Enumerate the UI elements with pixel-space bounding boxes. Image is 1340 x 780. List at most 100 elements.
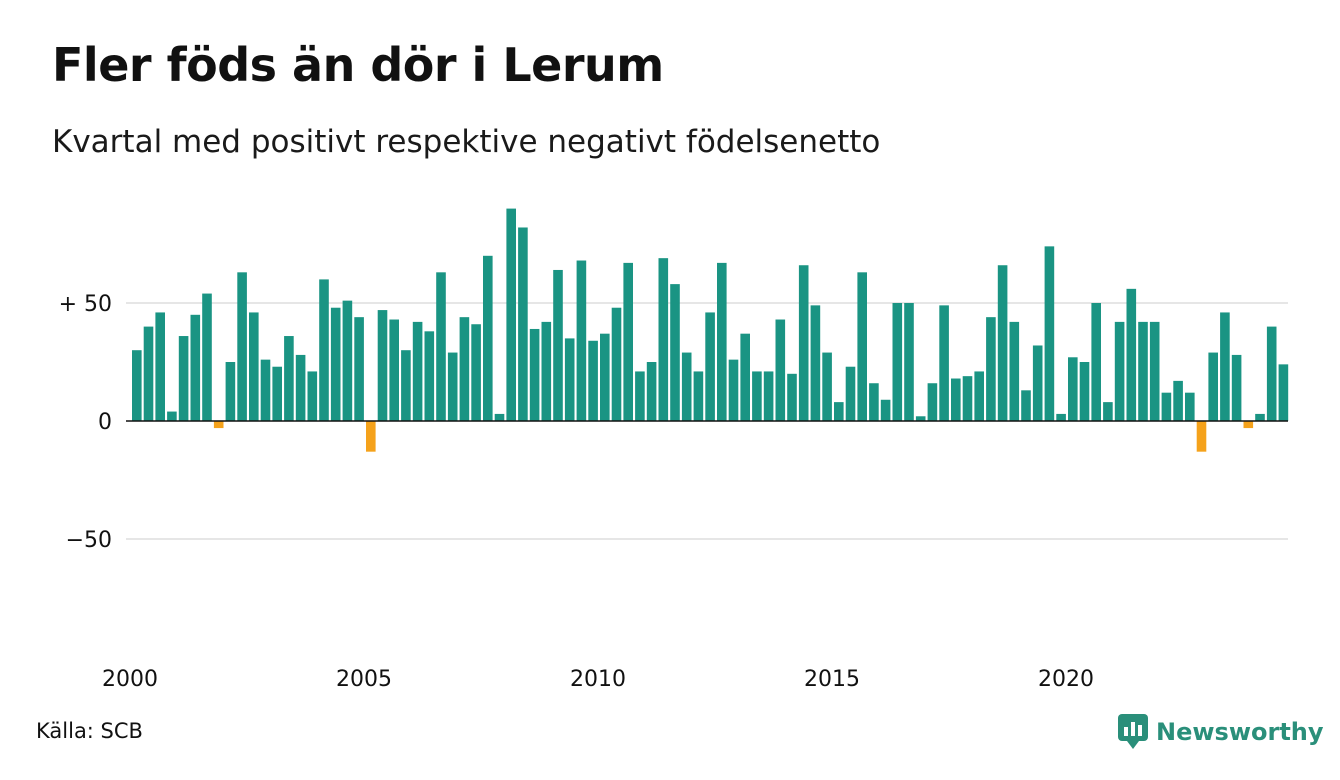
brand-name: Newsworthy xyxy=(1156,718,1324,746)
bar-2013-q2 xyxy=(752,371,762,421)
bar-2011-q3 xyxy=(670,284,680,421)
bar-2001-q4 xyxy=(213,421,224,429)
bar-2012-q2 xyxy=(705,312,715,421)
x-tick-label: 2020 xyxy=(1038,667,1094,692)
bar-2019-q4 xyxy=(1056,413,1066,421)
bar-2002-q4 xyxy=(260,359,271,421)
bar-2007-q2 xyxy=(471,324,481,421)
bar-2017-q3 xyxy=(951,378,961,421)
newsworthy-logo-icon xyxy=(1118,714,1148,749)
bar-2010-q1 xyxy=(600,333,610,421)
bar-2004-q1 xyxy=(319,279,329,421)
bar-2016-q3 xyxy=(904,303,914,421)
bar-2019-q2 xyxy=(1032,345,1043,421)
bar-2022-q2 xyxy=(1173,380,1183,421)
bar-2017-q4 xyxy=(962,376,973,421)
bar-2021-q4 xyxy=(1149,321,1160,421)
bar-2006-q4 xyxy=(447,352,458,421)
x-tick-label: 2005 xyxy=(336,667,392,692)
bar-2008-q2 xyxy=(518,227,528,421)
bar-2015-q4 xyxy=(869,383,879,421)
bar-2024-q1 xyxy=(1255,413,1265,421)
bar-2013-q1 xyxy=(740,333,750,421)
bar-2024-q2 xyxy=(1266,326,1277,421)
x-tick-label: 2015 xyxy=(804,667,860,692)
bar-2020-q4 xyxy=(1103,402,1113,421)
bar-2013-q4 xyxy=(775,319,786,421)
bar-2018-q1 xyxy=(974,371,984,421)
bar-2018-q3 xyxy=(997,265,1008,421)
bar-chart: + 50 0 −50 2000 2005 2010 2015 2020 xyxy=(59,208,1289,692)
bar-2004-q2 xyxy=(330,307,341,421)
bar-2015-q3 xyxy=(857,272,867,421)
bar-2001-q2 xyxy=(190,314,201,421)
bar-2004-q4 xyxy=(354,317,364,421)
bar-2014-q4 xyxy=(822,352,832,421)
bar-2015-q1 xyxy=(834,402,844,421)
bar-2005-q3 xyxy=(389,319,399,421)
newsworthy-logo: Newsworthy xyxy=(1118,714,1324,750)
bar-2010-q3 xyxy=(623,262,633,421)
bar-2011-q2 xyxy=(658,258,669,421)
bar-2022-q1 xyxy=(1161,392,1172,421)
bar-2015-q2 xyxy=(845,366,856,421)
x-tick-label: 2010 xyxy=(570,667,626,692)
bar-2005-q1 xyxy=(366,421,376,452)
bar-2001-q3 xyxy=(202,293,212,421)
bar-2000-q4 xyxy=(167,411,177,421)
y-tick-label: + 50 xyxy=(59,292,112,317)
bar-2003-q2 xyxy=(284,336,294,421)
bar-2008-q4 xyxy=(541,321,552,421)
bar-2005-q2 xyxy=(377,310,388,421)
bar-2003-q3 xyxy=(295,354,306,421)
bar-2007-q3 xyxy=(483,255,493,421)
bar-2009-q1 xyxy=(553,269,563,421)
source-note: Källa: SCB xyxy=(36,719,143,743)
bar-2008-q3 xyxy=(529,328,540,421)
bar-2011-q4 xyxy=(681,352,692,421)
bar-2002-q2 xyxy=(237,272,247,421)
bar-2014-q1 xyxy=(787,373,797,421)
bar-2006-q1 xyxy=(412,321,423,421)
bar-2017-q2 xyxy=(939,305,949,421)
bar-2006-q2 xyxy=(424,331,435,421)
bar-2014-q2 xyxy=(798,265,809,421)
bar-2002-q3 xyxy=(249,312,259,421)
bar-2021-q1 xyxy=(1114,321,1125,421)
bar-2023-q4 xyxy=(1243,421,1254,429)
bar-2022-q3 xyxy=(1185,392,1195,421)
bar-2000-q3 xyxy=(155,312,165,421)
x-axis-labels: 2000 2005 2010 2015 2020 xyxy=(102,667,1094,692)
bar-2000-q1 xyxy=(132,350,142,421)
bar-2020-q3 xyxy=(1091,303,1101,421)
bar-2016-q4 xyxy=(915,416,926,421)
bar-2013-q3 xyxy=(763,371,774,421)
bars xyxy=(132,208,1289,452)
bar-2009-q3 xyxy=(576,260,587,421)
bar-2016-q1 xyxy=(880,399,891,421)
chart-subtitle: Kvartal med positivt respektive negativt… xyxy=(52,124,881,160)
y-tick-label: −50 xyxy=(66,528,112,553)
bar-2002-q1 xyxy=(225,362,236,421)
bar-2023-q1 xyxy=(1208,352,1218,421)
bar-2003-q4 xyxy=(307,371,318,421)
bar-2006-q3 xyxy=(436,272,446,421)
bar-2019-q1 xyxy=(1021,390,1031,421)
x-tick-label: 2000 xyxy=(102,667,158,692)
bar-2023-q2 xyxy=(1220,312,1230,421)
bar-2009-q2 xyxy=(564,338,575,421)
bar-2010-q2 xyxy=(611,307,622,421)
bar-2007-q4 xyxy=(494,413,505,421)
bar-2007-q1 xyxy=(459,317,470,421)
bar-2003-q1 xyxy=(272,366,282,421)
y-axis-labels: + 50 0 −50 xyxy=(59,292,112,553)
bar-2023-q3 xyxy=(1231,354,1242,421)
bar-2000-q2 xyxy=(143,326,154,421)
bar-2020-q1 xyxy=(1068,357,1078,421)
bar-2012-q4 xyxy=(728,359,739,421)
bar-2011-q1 xyxy=(646,362,657,421)
bar-2020-q2 xyxy=(1079,362,1090,421)
bar-2010-q4 xyxy=(635,371,645,421)
bar-2019-q3 xyxy=(1044,246,1055,421)
bar-2014-q3 xyxy=(810,305,821,421)
